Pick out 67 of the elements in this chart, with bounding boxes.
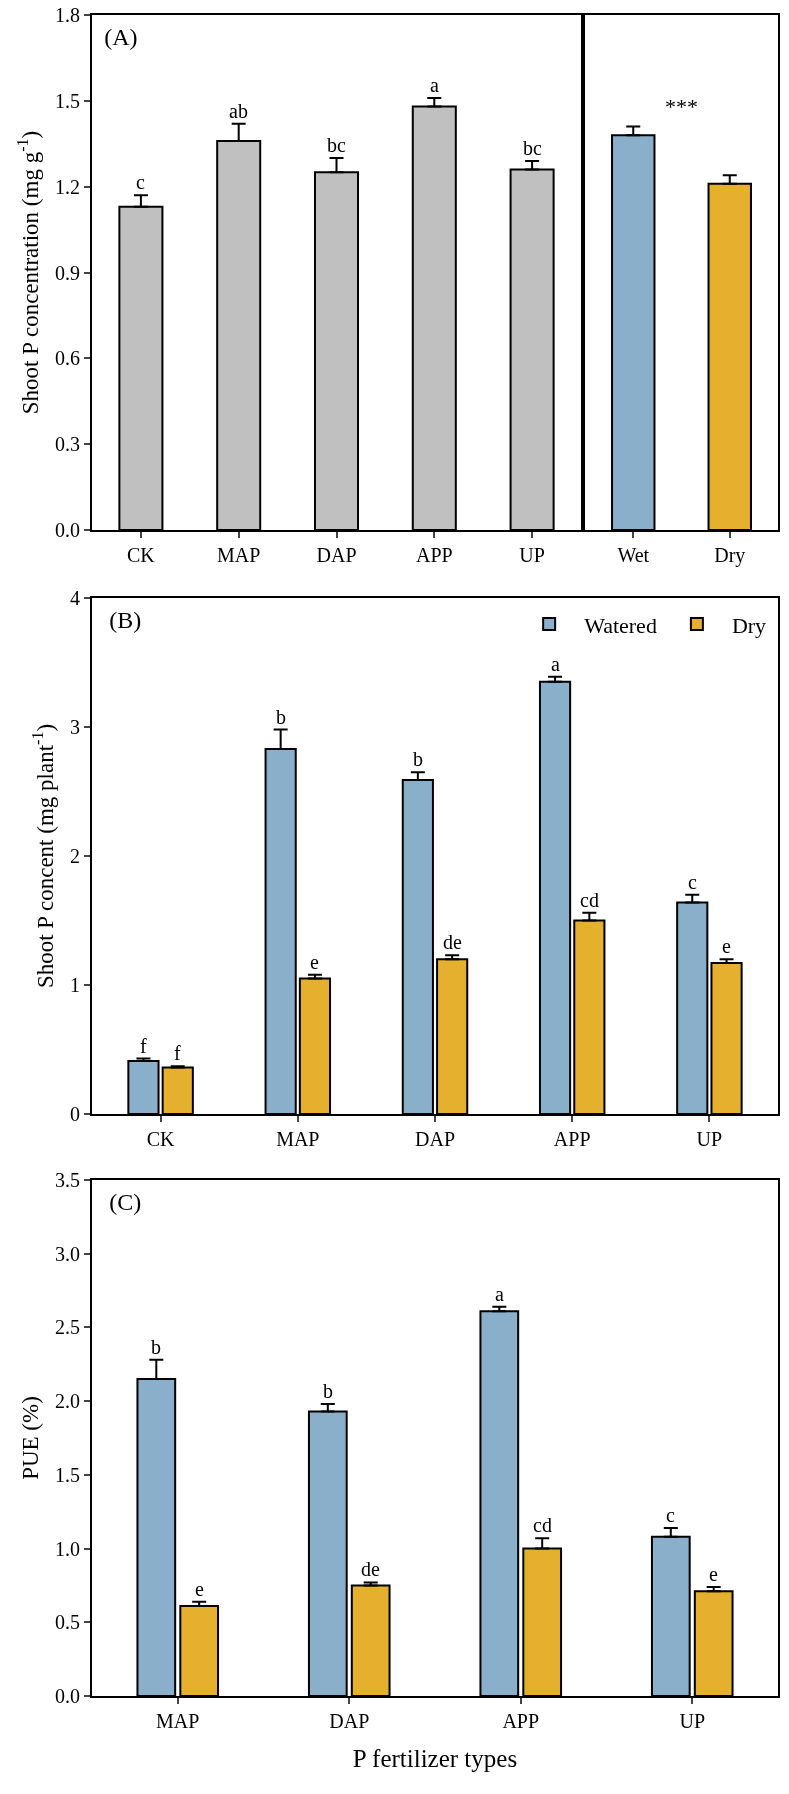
y-tick-label: 1.5 xyxy=(55,1463,80,1486)
y-axis-title: PUE (%) xyxy=(17,1396,43,1480)
x-tick-label: MAP xyxy=(156,1710,200,1732)
data-label: c xyxy=(136,171,145,193)
legend-label: Watered xyxy=(584,612,657,638)
x-tick-label: APP xyxy=(553,1128,591,1150)
y-tick-label: 2.0 xyxy=(55,1390,80,1413)
y-tick-label: 4 xyxy=(70,587,80,609)
y-tick-label: 2 xyxy=(70,845,80,867)
y-tick-label: 1 xyxy=(70,974,80,996)
x-tick-label: UP xyxy=(519,544,545,566)
data-label: a xyxy=(495,1283,504,1305)
x-tick-label: UP xyxy=(696,1128,723,1150)
x-tick-label: MAP xyxy=(276,1128,320,1150)
data-label: c xyxy=(688,871,697,893)
x-tick-label: DAP xyxy=(316,544,357,566)
data-label: c xyxy=(666,1504,675,1526)
data-label: a xyxy=(551,653,560,675)
data-label: de xyxy=(361,1558,380,1580)
data-label: e xyxy=(195,1578,204,1600)
data-label: cd xyxy=(580,889,599,911)
x-tick-label: APP xyxy=(502,1710,540,1732)
chart-title: (C) xyxy=(109,1188,142,1215)
data-label: e xyxy=(722,935,731,957)
data-label: b xyxy=(413,748,423,770)
data-label: b xyxy=(151,1336,161,1358)
data-label: bc xyxy=(327,134,346,156)
data-label: b xyxy=(276,706,286,728)
y-tick-label: 0.5 xyxy=(55,1611,80,1634)
y-tick-label: 1.5 xyxy=(55,89,80,112)
x-tick-label: MAP xyxy=(217,544,261,566)
data-label: f xyxy=(174,1042,181,1064)
y-tick-label: 0.9 xyxy=(55,261,80,284)
chart-title: (B) xyxy=(109,606,142,633)
x-tick-label: APP xyxy=(415,544,453,566)
y-tick-label: 0.3 xyxy=(55,433,80,456)
data-label: cd xyxy=(533,1514,552,1536)
data-label: a xyxy=(430,74,439,96)
x-tick-label: DAP xyxy=(329,1710,370,1732)
y-tick-label: 3 xyxy=(70,716,80,738)
x-tick-label: Wet xyxy=(617,544,650,566)
x-tick-label: DAP xyxy=(414,1128,456,1150)
y-tick-label: 0 xyxy=(70,1103,80,1125)
chart-title: (A) xyxy=(104,23,138,50)
y-tick-label: 0.6 xyxy=(55,347,80,370)
y-tick-label: 0.0 xyxy=(55,519,80,541)
y-tick-label: 1.0 xyxy=(55,1537,80,1560)
x-tick-label: Dry xyxy=(714,544,746,567)
data-label: de xyxy=(443,931,462,953)
annotation: *** xyxy=(665,94,698,119)
x-axis-title: P fertilizer types xyxy=(352,1744,518,1772)
y-tick-label: 1.2 xyxy=(55,175,80,198)
y-tick-label: 0.0 xyxy=(55,1685,80,1707)
data-label: b xyxy=(323,1380,333,1402)
data-label: e xyxy=(709,1563,718,1585)
x-tick-label: UP xyxy=(679,1710,706,1732)
y-tick-label: 3.5 xyxy=(55,1169,80,1191)
data-label: ab xyxy=(229,100,248,122)
y-tick-label: 1.8 xyxy=(55,4,80,26)
data-label: e xyxy=(310,951,319,973)
y-tick-label: 2.5 xyxy=(55,1316,80,1339)
x-tick-label: CK xyxy=(127,544,156,566)
y-tick-label: 3.0 xyxy=(55,1242,80,1265)
data-label: bc xyxy=(523,137,542,159)
legend-label: Dry xyxy=(731,612,767,638)
x-tick-label: CK xyxy=(146,1128,176,1150)
data-label: f xyxy=(140,1035,147,1057)
